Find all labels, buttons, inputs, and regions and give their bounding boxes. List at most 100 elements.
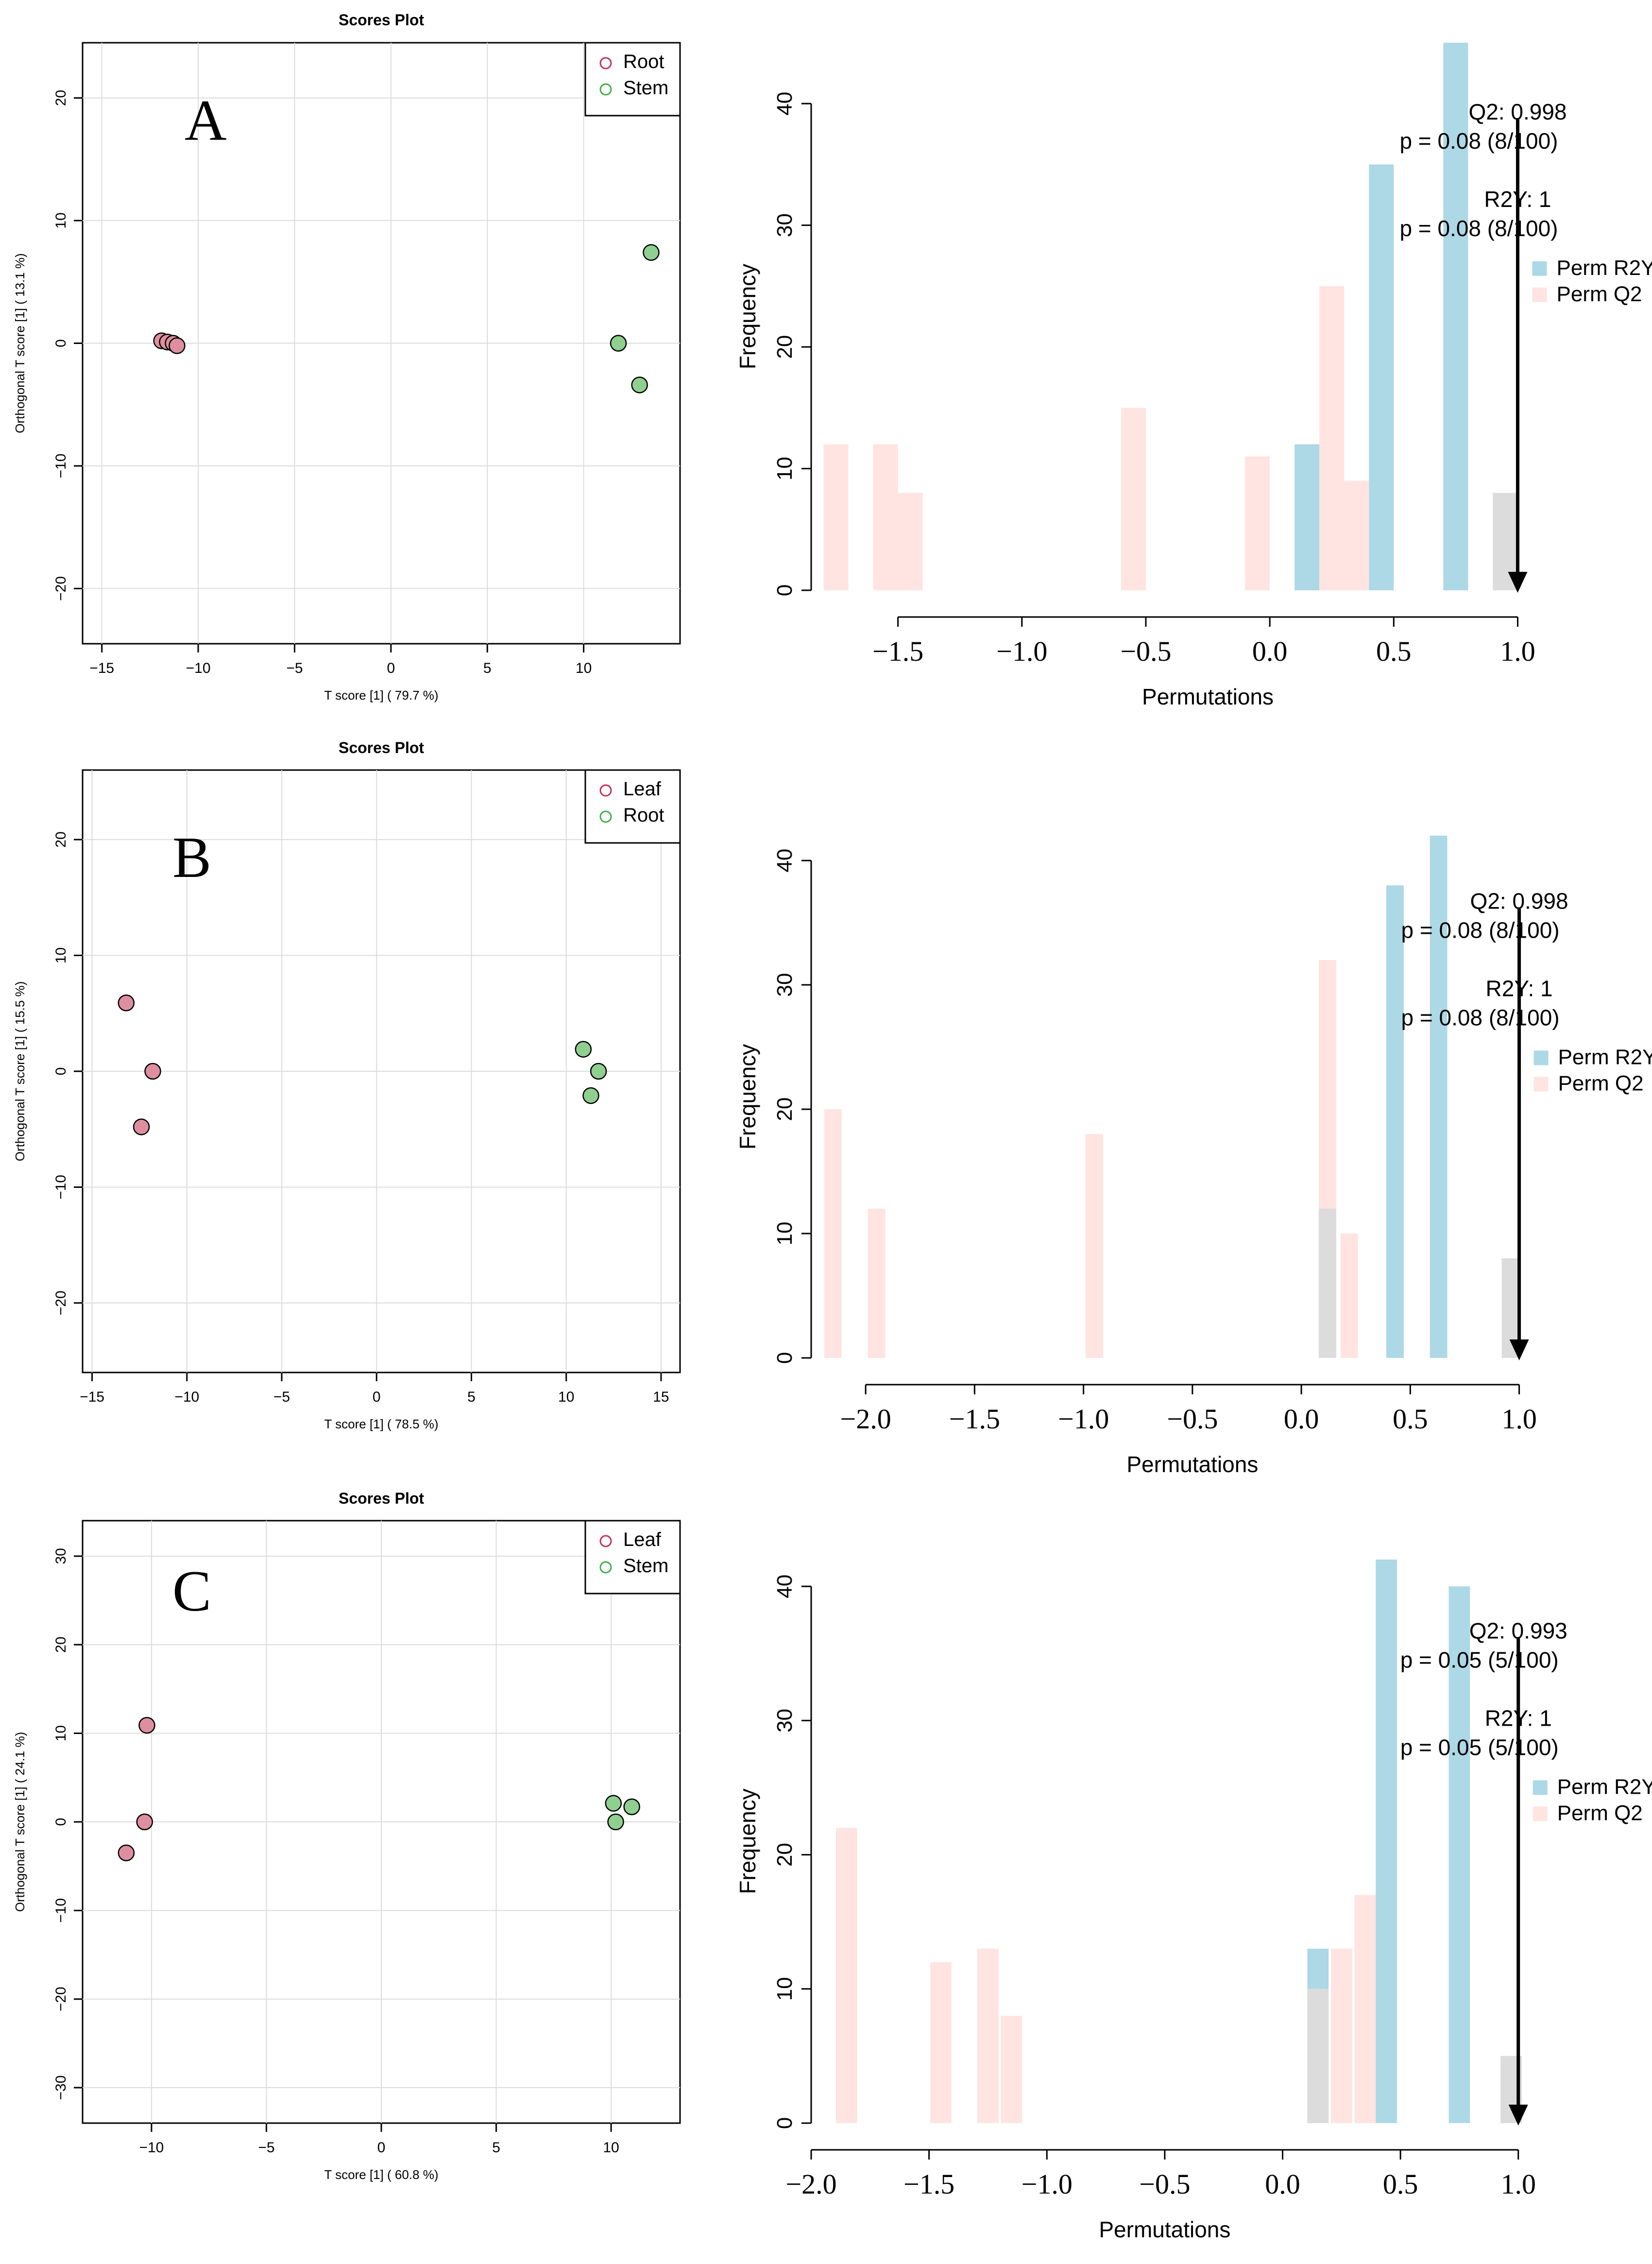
x-tick-label: −5 xyxy=(258,2140,274,2156)
y-tick-label: 10 xyxy=(773,1222,797,1246)
legend-swatch xyxy=(1533,1806,1548,1821)
annotation-r2y: R2Y: 1 xyxy=(1484,187,1551,212)
plot-title: Scores Plot xyxy=(339,11,424,29)
x-axis-label: T score [1] ( 79.7 %) xyxy=(324,688,438,703)
y-tick-label: 10 xyxy=(53,947,69,963)
scores-plot-2: Scores Plot −10 −5 0 5 10 −30 −20 −10 0 10 20 30 T sc… xyxy=(13,1490,681,2182)
annotation-q2-pvalue: p = 0.08 (8/100) xyxy=(1399,128,1558,154)
point-leaf xyxy=(136,1813,153,1831)
legend-marker xyxy=(599,810,612,823)
point-leaf xyxy=(133,1118,150,1135)
point-root xyxy=(582,1087,599,1104)
x-tick-label: −5 xyxy=(286,660,303,676)
annotation-r2y-pvalue: p = 0.08 (8/100) xyxy=(1399,216,1558,241)
y-tick-label: 20 xyxy=(773,1843,797,1867)
panel-label: B xyxy=(172,825,211,890)
bar-perm-q2 xyxy=(835,1828,857,2123)
y-tick-label: 20 xyxy=(773,1098,797,1121)
x-tick-label: 0.0 xyxy=(1265,2168,1300,2200)
bar-perm-q2 xyxy=(824,1109,842,1358)
x-tick-label: 5 xyxy=(483,660,492,676)
legend-swatch xyxy=(1532,287,1547,302)
y-tick-label: 40 xyxy=(773,1575,797,1598)
x-tick-label: −1.5 xyxy=(872,635,923,667)
x-tick-label: 5 xyxy=(492,2140,500,2156)
y-tick-label: −20 xyxy=(53,1987,69,2011)
permutation-plot-2: 0 10 20 30 40 −2.0 −1.5 −1.0 −0.5 0.0 0.5 1.0 Permut… xyxy=(735,1560,1652,2242)
y-tick-label: 20 xyxy=(53,831,69,847)
legend: Leaf Stem xyxy=(584,1520,681,1595)
x-tick-label: −5 xyxy=(273,1389,290,1405)
x-tick-label: 1.0 xyxy=(1501,1403,1537,1435)
x-tick-label: 1.0 xyxy=(1500,635,1535,667)
bar-overlap xyxy=(1307,1989,1329,2123)
y-axis-label: Frequency xyxy=(735,1044,760,1149)
bar-perm-r2y xyxy=(1448,1586,1470,2123)
legend-label: Perm Q2 xyxy=(1556,282,1642,306)
y-tick-label: 20 xyxy=(53,1637,69,1653)
y-tick-label: 10 xyxy=(773,1977,797,2001)
point-root xyxy=(590,1063,607,1080)
point-leaf xyxy=(118,995,135,1012)
x-tick-label: 0 xyxy=(377,2140,386,2156)
legend-swatch xyxy=(1533,1077,1549,1092)
x-tick-label: −0.5 xyxy=(1139,2168,1190,2200)
legend-label: Root xyxy=(623,51,664,72)
bar-perm-q2 xyxy=(977,1948,999,2123)
annotation-q2-pvalue: p = 0.08 (8/100) xyxy=(1401,918,1560,943)
x-axis-label: Permutations xyxy=(1099,2217,1230,2242)
legend-swatch xyxy=(1533,1050,1549,1065)
y-tick-label: 20 xyxy=(773,335,797,359)
legend-marker xyxy=(599,1535,612,1547)
y-tick-label: 10 xyxy=(53,212,69,228)
y-axis-label: Orthogonal T score [1] ( 13.1 %) xyxy=(13,253,27,433)
y-tick-label: 20 xyxy=(53,90,69,106)
x-tick-label: −15 xyxy=(80,1389,104,1405)
annotation-r2y-pvalue: p = 0.05 (5/100) xyxy=(1400,1734,1559,1760)
y-tick-label: −30 xyxy=(53,2075,69,2100)
x-tick-label: −2.0 xyxy=(785,2168,836,2200)
y-tick-label: −20 xyxy=(53,1290,69,1315)
annotation-q2: Q2: 0.993 xyxy=(1469,1618,1567,1643)
legend-label: Perm R2Y xyxy=(1558,1046,1652,1069)
y-tick-label: 10 xyxy=(53,1725,69,1741)
bar-perm-q2 xyxy=(1086,1134,1103,1358)
observed-arrow-head xyxy=(1509,1339,1529,1360)
x-tick-label: −0.5 xyxy=(1167,1403,1218,1435)
legend-label: Perm R2Y xyxy=(1556,256,1652,280)
x-tick-label: −10 xyxy=(139,2140,164,2156)
annotation-r2y: R2Y: 1 xyxy=(1486,976,1553,1001)
y-tick-label: 30 xyxy=(773,973,797,997)
x-tick-label: −15 xyxy=(89,660,114,676)
legend-box xyxy=(584,42,681,117)
x-tick-label: 0.0 xyxy=(1252,635,1288,667)
point-stem xyxy=(610,335,627,352)
bar-perm-r2y xyxy=(1369,164,1394,590)
bar-perm-q2 xyxy=(823,444,849,590)
x-tick-label: −1.5 xyxy=(949,1403,1000,1435)
point-root xyxy=(575,1041,592,1058)
x-tick-label: −1.0 xyxy=(1058,1403,1109,1435)
x-tick-label: −0.5 xyxy=(1120,635,1171,667)
x-tick-label: 15 xyxy=(653,1389,669,1405)
point-stem xyxy=(605,1795,622,1812)
x-tick-label: 0.5 xyxy=(1383,2168,1418,2200)
legend-label: Stem xyxy=(623,1555,668,1577)
x-tick-label: 0 xyxy=(373,1389,381,1405)
legend-box xyxy=(584,769,681,844)
point-leaf xyxy=(138,1716,155,1734)
y-axis-label: Orthogonal T score [1] ( 15.5 %) xyxy=(13,981,27,1161)
bar-perm-q2 xyxy=(1330,1948,1352,2123)
bar-perm-q2 xyxy=(898,493,923,590)
bar-perm-q2 xyxy=(930,1962,952,2123)
point-stem xyxy=(631,377,648,394)
bar-overlap xyxy=(1318,1208,1336,1358)
y-tick-label: 40 xyxy=(773,92,797,116)
bar-perm-r2y xyxy=(1386,885,1404,1358)
x-tick-label: 0.5 xyxy=(1376,635,1412,667)
y-tick-label: 30 xyxy=(53,1548,69,1564)
y-tick-label: 0 xyxy=(53,1818,69,1826)
plot-title: Scores Plot xyxy=(339,1490,424,1507)
